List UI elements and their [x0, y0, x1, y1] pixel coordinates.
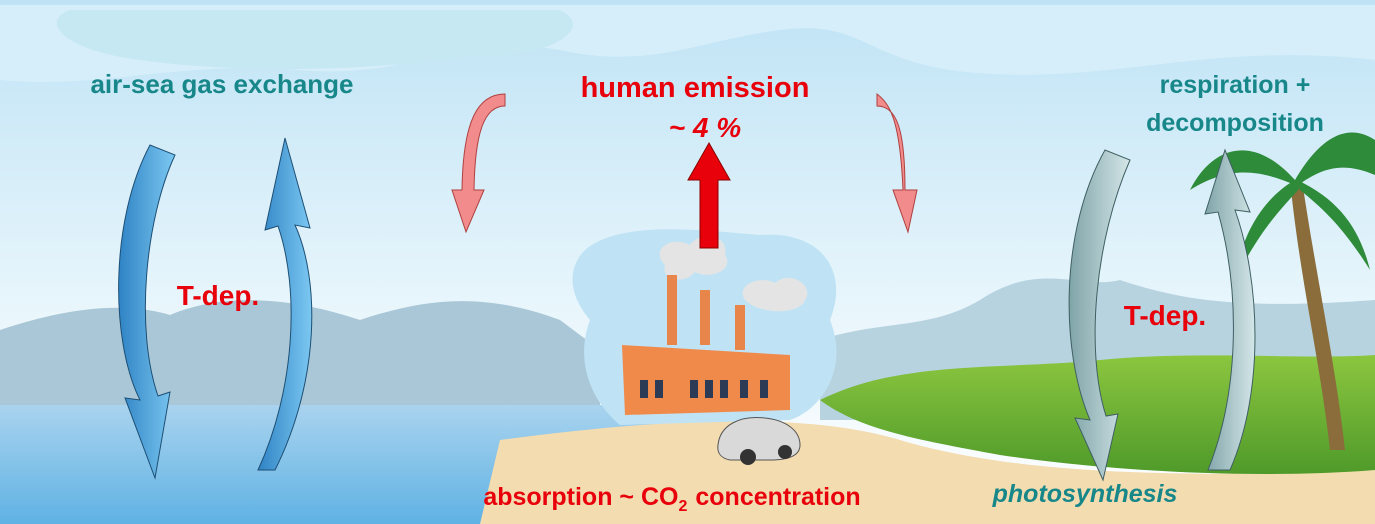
label: absorption ~ CO2 concentration [483, 483, 860, 515]
palm-leaves [1190, 132, 1375, 280]
label: human emission [581, 72, 810, 104]
label: air-sea gas exchange [90, 69, 353, 99]
label: decomposition [1146, 109, 1324, 137]
arrow-down [876, 92, 918, 234]
smoke [742, 278, 808, 312]
label-part: absorption ~ CO [483, 483, 678, 511]
wheel [740, 449, 756, 465]
label: T-dep. [1124, 300, 1206, 331]
cloud [56, 10, 573, 70]
beach [480, 421, 1375, 524]
subscript: 2 [678, 498, 687, 515]
windows [640, 380, 768, 398]
label: ~ 4 % [669, 112, 741, 143]
label: photosynthesis [992, 480, 1178, 508]
arrow-down [118, 144, 176, 480]
chimney [667, 275, 677, 345]
arrow-down [1068, 149, 1131, 482]
label-part: concentration [695, 483, 860, 511]
arrow-up [257, 137, 313, 471]
emission-arrow [687, 141, 731, 249]
wheel [778, 445, 792, 459]
label: respiration + [1160, 71, 1311, 99]
palm-trunk [1290, 180, 1345, 450]
arrow-down [451, 93, 506, 234]
chimney [735, 305, 745, 350]
label: T-dep. [177, 280, 259, 311]
chimney [700, 290, 710, 345]
arrow-up [1204, 148, 1256, 471]
